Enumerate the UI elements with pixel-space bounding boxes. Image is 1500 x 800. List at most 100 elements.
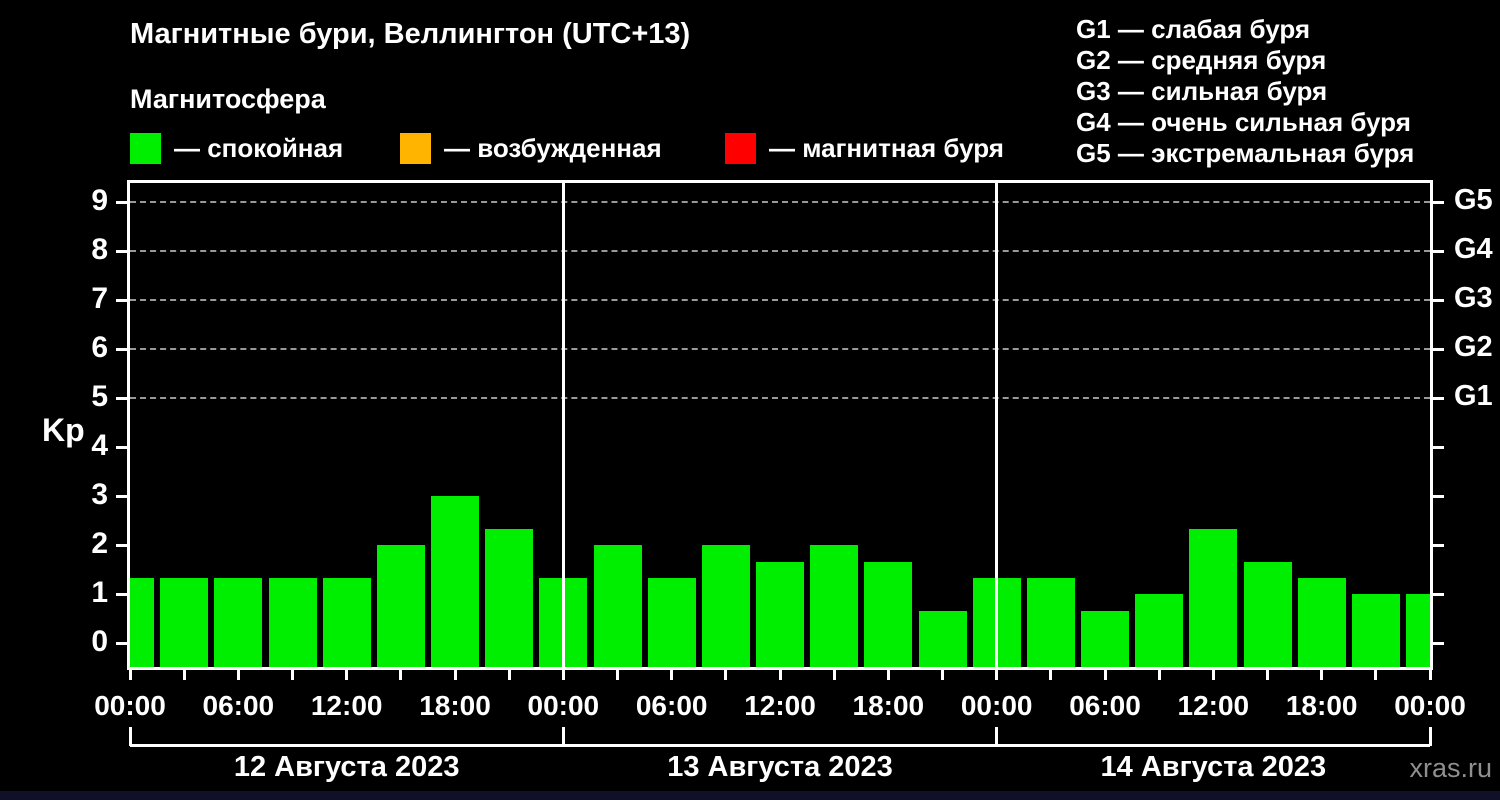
x-axis-tick — [1428, 668, 1432, 680]
y-axis-tick — [116, 641, 130, 645]
g-level-label-g2: G2 — [1454, 331, 1493, 364]
date-bracket-tick — [128, 727, 132, 746]
kp-bar — [431, 496, 479, 667]
right-axis-tick — [1430, 249, 1444, 253]
grid-line-kp7 — [130, 299, 1430, 302]
x-axis-tick — [1049, 668, 1053, 680]
kp-bar — [918, 610, 967, 667]
date-label: 13 Августа 2023 — [667, 751, 893, 783]
y-tick-label: 3 — [91, 478, 108, 512]
kp-bar — [756, 561, 804, 667]
legend-label-quiet: — спокойная — [174, 132, 344, 163]
kp-bar — [322, 578, 371, 667]
x-axis-tick — [1374, 668, 1378, 680]
y-axis-title: Kp — [42, 412, 85, 448]
right-axis-tick — [1430, 543, 1444, 547]
right-axis-tick — [1430, 494, 1444, 498]
grid-line-kp8 — [130, 250, 1430, 253]
x-axis-tick — [1266, 668, 1269, 680]
kp-bar — [701, 545, 750, 667]
x-tick-label: 00:00 — [94, 690, 166, 721]
kp-bar — [1351, 594, 1400, 667]
x-axis-tick — [670, 668, 674, 680]
g-level-label-g3: G3 — [1454, 282, 1493, 315]
kp-bar — [160, 578, 209, 667]
y-axis-tick — [116, 200, 130, 204]
plot-frame — [127, 180, 1433, 670]
y-tick-label: 4 — [91, 429, 108, 463]
page-title: Магнитные бури, Веллингтон (UTC+13) — [130, 18, 691, 50]
kp-bar — [810, 545, 859, 667]
kp-bar — [214, 578, 263, 667]
kp-bar — [1135, 594, 1184, 667]
date-bracket-tick — [1428, 727, 1432, 746]
x-axis-tick — [1211, 668, 1215, 680]
x-axis-tick — [616, 668, 619, 680]
x-axis-tick — [995, 668, 999, 680]
y-axis-tick — [116, 543, 130, 547]
magnetosphere-subtitle: Магнитосфера — [130, 84, 326, 114]
x-axis-tick — [941, 668, 944, 680]
date-bracket-line — [130, 744, 1430, 747]
legend-item-storm: — магнитная буря — [725, 132, 1004, 164]
grid-line-kp5 — [130, 397, 1430, 400]
x-tick-label: 12:00 — [1177, 690, 1250, 721]
kp-bar — [268, 578, 317, 667]
x-tick-label: 18:00 — [1285, 690, 1358, 721]
y-axis-tick — [116, 396, 130, 400]
x-axis-tick — [182, 668, 186, 680]
x-axis-tick — [724, 668, 728, 680]
x-tick-label: 00:00 — [1394, 690, 1466, 721]
x-tick-label: 06:00 — [635, 690, 708, 721]
right-axis-tick — [1430, 347, 1444, 351]
kp-bar — [1406, 594, 1430, 667]
x-axis-tick — [399, 668, 403, 680]
g3-legend-line: G3 — сильная буря — [1076, 76, 1328, 106]
g-level-label-g4: G4 — [1454, 233, 1493, 266]
date-label: 12 Августа 2023 — [233, 751, 460, 783]
right-axis-tick — [1430, 396, 1444, 400]
x-axis-tick — [291, 668, 294, 680]
x-axis-tick — [778, 668, 782, 680]
x-axis-tick — [561, 668, 565, 680]
bottom-strip — [0, 791, 1500, 800]
y-axis-tick — [116, 347, 130, 351]
x-axis-tick — [832, 668, 836, 680]
x-tick-label: 06:00 — [202, 690, 275, 721]
kp-bar — [130, 578, 154, 667]
storm-color-swatch — [725, 132, 756, 164]
day-divider — [561, 183, 565, 667]
x-axis-tick — [236, 668, 240, 680]
y-axis-tick — [116, 298, 130, 302]
date-bracket-tick — [995, 727, 999, 746]
kp-bar — [1297, 578, 1346, 667]
x-tick-label: 06:00 — [1069, 690, 1141, 721]
y-tick-label: 2 — [91, 527, 108, 561]
x-tick-label: 00:00 — [960, 690, 1033, 721]
quiet-color-swatch — [130, 132, 161, 164]
y-tick-label: 6 — [91, 331, 108, 365]
g-level-label-g1: G1 — [1454, 380, 1493, 413]
x-axis-tick — [507, 668, 511, 680]
xras-watermark-link[interactable]: xras.ru — [1409, 753, 1492, 783]
y-tick-label: 7 — [91, 282, 108, 316]
kp-bar — [647, 578, 696, 667]
right-axis-tick — [1430, 445, 1444, 449]
y-axis-tick — [116, 445, 130, 449]
right-axis-tick — [1430, 200, 1444, 204]
kp-bar — [593, 545, 642, 667]
kp-bar — [1026, 578, 1075, 667]
x-axis-tick — [1103, 668, 1107, 680]
y-axis-tick — [116, 592, 130, 596]
legend-item-excited: — возбужденная — [400, 132, 662, 164]
g-level-label-g5: G5 — [1454, 184, 1493, 217]
right-axis-tick — [1430, 592, 1444, 596]
y-axis-tick — [116, 249, 130, 253]
day-divider — [995, 183, 999, 667]
g1-legend-line: G1 — слабая буря — [1076, 14, 1311, 44]
y-tick-label: 1 — [91, 576, 108, 610]
g5-legend-line: G5 — экстремальная буря — [1076, 138, 1415, 168]
y-axis-tick — [116, 494, 130, 498]
g-scale-legend: G1 — слабая буря G2 — средняя буря G3 — … — [1076, 14, 1414, 169]
grid-line-kp6 — [130, 348, 1430, 351]
